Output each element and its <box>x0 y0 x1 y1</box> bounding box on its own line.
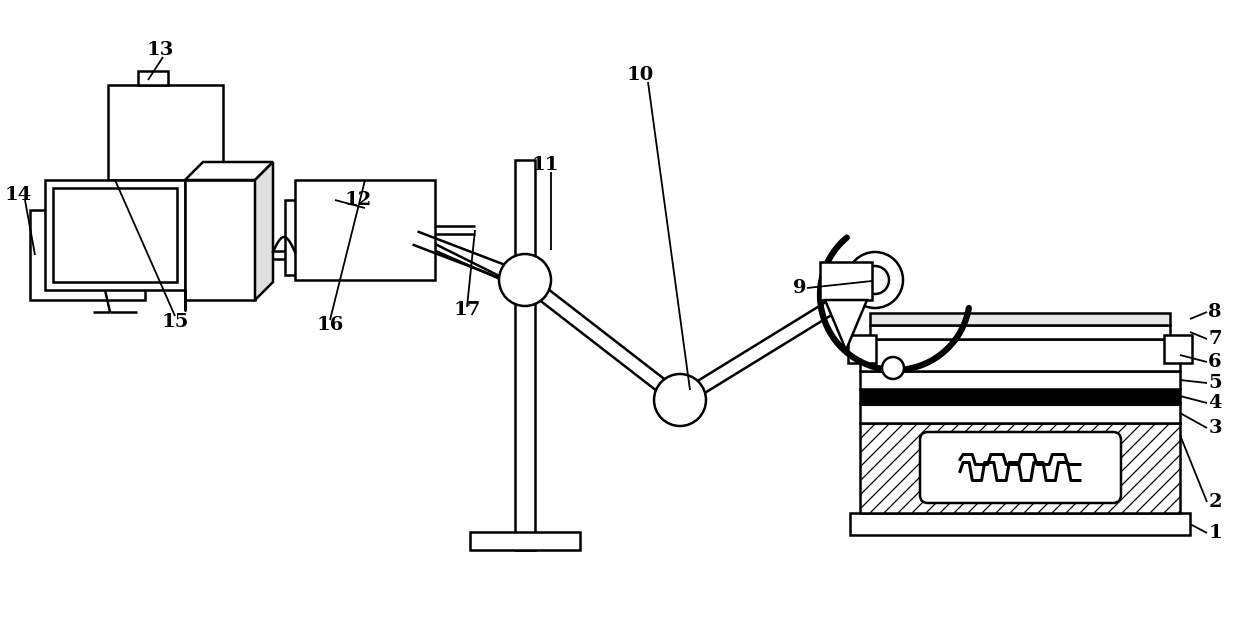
Bar <box>849 513 1190 535</box>
Text: 6: 6 <box>1208 353 1221 371</box>
Polygon shape <box>825 300 867 350</box>
Bar <box>870 313 1171 325</box>
Bar <box>108 85 223 180</box>
Circle shape <box>861 266 889 294</box>
Bar <box>30 210 145 300</box>
Circle shape <box>847 252 903 308</box>
Text: 16: 16 <box>316 316 343 334</box>
Circle shape <box>882 357 904 379</box>
Text: 7: 7 <box>1208 330 1221 348</box>
Polygon shape <box>185 162 273 180</box>
Text: 13: 13 <box>146 41 174 59</box>
Bar <box>295 180 435 280</box>
Text: 2: 2 <box>1208 493 1221 511</box>
Bar <box>861 389 1180 403</box>
Bar <box>185 180 255 300</box>
Bar <box>1164 335 1192 363</box>
Text: 11: 11 <box>531 156 559 174</box>
Bar <box>848 335 875 363</box>
Bar <box>60 198 91 210</box>
Polygon shape <box>255 162 273 300</box>
Bar <box>861 371 1180 389</box>
Text: 5: 5 <box>1208 374 1221 392</box>
Bar <box>138 71 167 85</box>
Text: 1: 1 <box>1208 524 1221 542</box>
Bar <box>870 325 1171 339</box>
Bar <box>45 180 185 290</box>
Bar <box>285 200 415 275</box>
Bar <box>820 262 872 300</box>
Text: 8: 8 <box>1208 303 1221 321</box>
Bar <box>515 160 534 550</box>
Text: 17: 17 <box>454 301 481 319</box>
Text: 3: 3 <box>1208 419 1221 437</box>
FancyBboxPatch shape <box>920 432 1121 503</box>
Bar <box>861 339 1180 371</box>
Text: 4: 4 <box>1208 394 1221 412</box>
Bar <box>53 188 177 282</box>
Bar <box>470 532 580 550</box>
Text: 9: 9 <box>794 279 807 297</box>
Text: 15: 15 <box>161 313 188 331</box>
Text: 12: 12 <box>345 191 372 209</box>
Circle shape <box>498 254 551 306</box>
Text: 10: 10 <box>626 66 653 84</box>
Circle shape <box>653 374 706 426</box>
Text: 14: 14 <box>5 186 32 204</box>
Bar <box>861 403 1180 423</box>
Bar <box>861 423 1180 513</box>
